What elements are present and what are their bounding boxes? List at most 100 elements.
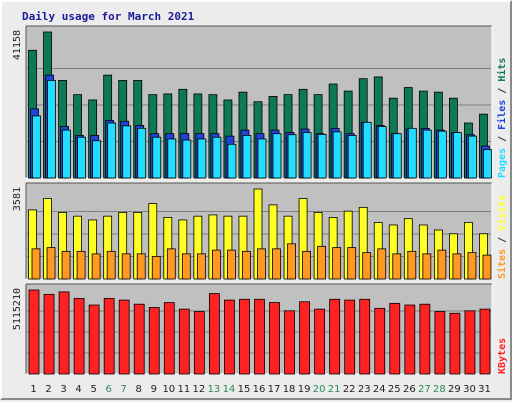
legend-entry: Visits (496, 195, 508, 231)
kbytes-bar (374, 307, 386, 375)
pages-bar (453, 132, 462, 179)
pages-bar (468, 135, 477, 179)
x-tick-label: 28 (433, 384, 446, 395)
pages-bar (272, 133, 282, 179)
sites-bar (106, 250, 116, 280)
pages-bar (257, 138, 267, 179)
sites-bar (332, 247, 342, 280)
pages-bar (122, 125, 132, 179)
sites-bar (317, 245, 327, 280)
sites-bar (347, 247, 357, 280)
kbytes-bar (389, 302, 401, 375)
panel-1-legend: Pages / Files / Hits (496, 58, 508, 178)
sites-bar (211, 249, 221, 280)
x-tick-label: 31 (478, 384, 491, 395)
kbytes-bar (178, 308, 190, 375)
kbytes-bar (28, 289, 40, 375)
kbytes-bar (314, 308, 326, 375)
x-tick-label: 5 (90, 384, 96, 395)
pages-bar (47, 80, 56, 179)
sites-bar (31, 248, 41, 280)
x-tick-label: 4 (75, 384, 81, 395)
kbytes-bar (208, 293, 220, 375)
kbytes-bar (73, 298, 85, 375)
kbytes-bar (284, 310, 295, 375)
kbytes-bar (449, 312, 461, 375)
sites-bar (121, 253, 131, 280)
sites-bar (166, 248, 176, 280)
x-tick-label: 22 (343, 384, 356, 395)
sites-bar (362, 252, 372, 280)
x-tick-label: 16 (253, 384, 266, 395)
x-tick-label: 3 (60, 384, 66, 395)
x-tick-label: 9 (151, 384, 157, 395)
legend-entry: Pages (497, 148, 508, 178)
pages-bar (437, 130, 447, 179)
sites-bar (61, 250, 71, 280)
x-tick-label: 27 (418, 384, 431, 395)
kbytes-bar (479, 308, 491, 375)
legend-entry: / (497, 231, 508, 249)
pages-bar (227, 143, 237, 179)
kbytes-bar (239, 298, 250, 375)
panel-1-max-label: 41158 (12, 30, 23, 60)
x-tick-label: 25 (388, 384, 401, 395)
pages-bar (137, 127, 147, 179)
x-tick-label: 13 (208, 384, 221, 395)
sites-bar (422, 253, 432, 280)
x-tick-label: 23 (358, 384, 371, 395)
pages-bar (483, 149, 492, 179)
x-tick-label: 18 (283, 384, 296, 395)
x-tick-label: 29 (448, 384, 461, 395)
pages-bar (107, 122, 117, 179)
x-tick-label: 12 (193, 384, 206, 395)
sites-bar (196, 253, 206, 280)
pages-bar (92, 140, 102, 179)
pages-bar (407, 127, 417, 179)
sites-bar (181, 253, 191, 280)
pages-bar (62, 129, 71, 179)
x-tick-label: 8 (136, 384, 142, 395)
kbytes-bar (464, 310, 476, 375)
kbytes-bar (133, 303, 145, 375)
x-tick-label: 2 (45, 384, 51, 395)
sites-bar (377, 248, 387, 280)
pages-bar (152, 136, 162, 179)
legend-entry: Hits (496, 58, 508, 82)
sites-bar (287, 243, 296, 280)
sites-bar (467, 252, 477, 280)
panel-3-max-label: 5115210 (12, 288, 23, 330)
kbytes-bar (404, 304, 416, 375)
pages-bar (182, 139, 192, 179)
x-tick-label: 19 (298, 384, 311, 395)
pages-bar (302, 132, 312, 179)
legend-entry: / (497, 130, 508, 148)
pages-bar (77, 136, 86, 179)
x-tick-label: 11 (177, 384, 190, 395)
sites-bar (76, 250, 86, 280)
kbytes-bar (58, 291, 70, 375)
kbytes-bar (434, 311, 446, 375)
x-tick-label: 10 (162, 384, 175, 395)
x-tick-label: 14 (223, 384, 236, 395)
legend-entry: Files (496, 100, 508, 130)
kbytes-bar (193, 311, 205, 375)
x-tick-label: 15 (238, 384, 251, 395)
kbytes-bar (88, 304, 100, 375)
pages-bar (32, 115, 41, 179)
sites-bar (257, 248, 266, 280)
pages-bar (287, 134, 297, 179)
sites-bar (91, 253, 101, 280)
kbytes-bar (43, 293, 55, 375)
sites-bar (452, 253, 462, 280)
sites-bar (482, 254, 492, 280)
x-tick-label: 7 (121, 384, 127, 395)
kbytes-bar (224, 299, 235, 375)
sites-bar (392, 253, 402, 280)
sites-bar (227, 249, 236, 280)
chart-title: Daily usage for March 2021 (22, 10, 195, 23)
pages-bar (212, 136, 222, 179)
kbytes-bar (419, 303, 431, 375)
